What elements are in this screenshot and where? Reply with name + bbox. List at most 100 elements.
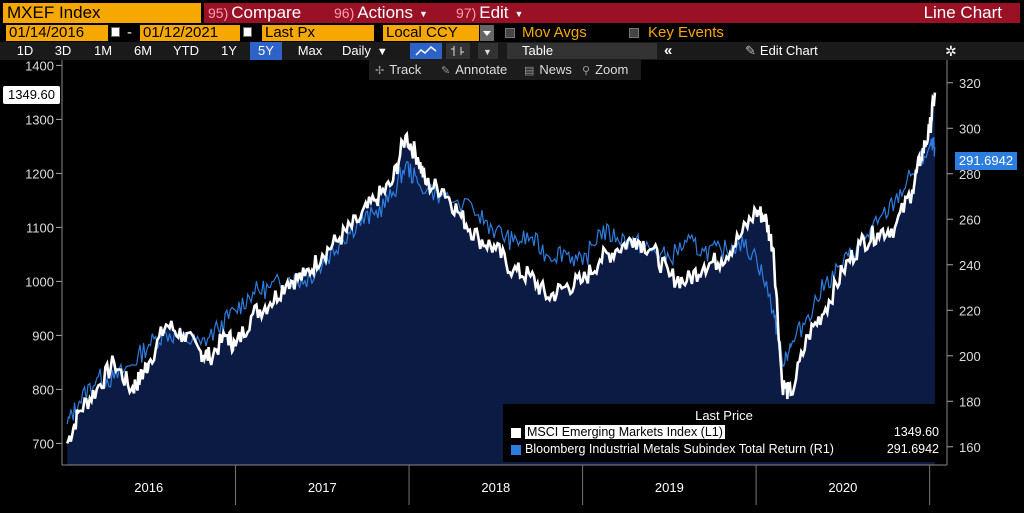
chart-tools-bar: ✢ Track ✎ Annotate ▤ News ⚲ Zoom [369,60,641,80]
ticker-field[interactable]: MXEF Index [3,3,201,23]
edit-chart-button[interactable]: ✎ Edit Chart [745,42,818,60]
search-icon: ⚲ [582,65,591,77]
legend-title: Last Price [695,408,753,423]
legend-row-msci[interactable]: MSCI Emerging Markets Index (L1) [511,425,725,439]
table-label: Table [522,43,554,58]
legend-swatch-blue [511,444,521,455]
legend-swatch-white [511,427,521,438]
annotate-button[interactable]: ✎ Annotate [441,60,507,80]
track-label: Track [389,62,422,77]
range-1y[interactable]: 1Y [221,43,237,58]
legend-row-metals[interactable]: Bloomberg Industrial Metals Subindex Tot… [511,442,834,456]
left-axis-tick-label: 1200 [25,166,54,181]
area-fill [67,92,935,465]
pencil-icon: ✎ [745,43,756,58]
range-6m[interactable]: 6M [133,43,153,58]
right-axis-tick-label: 160 [959,440,981,455]
collapse-icon[interactable]: « [664,42,673,59]
right-axis-tick-label: 240 [959,258,981,273]
key-events-label[interactable]: Key Events [648,24,724,41]
compare-button[interactable]: 95) Compare [208,3,301,23]
gear-icon[interactable]: ✲ [945,43,957,59]
legend-label-msci: MSCI Emerging Markets Index (L1) [525,425,725,439]
last-price-left-tag: 1349.60 [3,86,60,104]
range-ytd[interactable]: YTD [173,43,199,58]
range-max[interactable]: Max [297,43,323,58]
key-events-checkbox[interactable] [629,28,639,38]
date-separator: - [127,24,132,41]
left-axis-tick-label: 1000 [25,274,54,289]
range-1m[interactable]: 1M [93,43,113,58]
zoom-button[interactable]: ⚲ Zoom [582,60,628,80]
last-price-right-tag: 291.6942 [955,152,1017,170]
calendar-icon[interactable] [111,27,120,37]
edit-label: Edit [479,3,509,22]
left-axis-tick-label: 700 [32,436,54,451]
start-date-input[interactable]: 01/14/2016 [6,25,108,41]
zoom-label: Zoom [595,62,629,77]
annotate-label: Annotate [455,62,508,77]
periodicity-select[interactable]: Daily ▼ [342,42,388,60]
header-bar: MXEF Index 95) Compare 96) Actions ▼ 97) Edi… [0,0,1024,24]
currency-dropdown-icon[interactable] [480,25,494,41]
edit-chart-label: Edit Chart [759,43,818,58]
range-1d[interactable]: 1D [16,43,34,58]
legend-value-msci: 1349.60 [893,425,939,439]
chevron-down-icon: ▼ [483,46,492,57]
mov-avgs-label[interactable]: Mov Avgs [522,24,587,41]
chevron-down-icon: ▼ [418,8,428,19]
edit-button[interactable]: 97) Edit ▼ [456,3,523,23]
x-axis-tick-label: 2016 [134,480,163,495]
range-toolbar: 1D 3D 1M 6M YTD 1Y 5Y Max Daily ▼ ▼ Table… [0,42,1024,60]
edit-num: 97) [456,5,477,21]
function-bar: 95) Compare 96) Actions ▼ 97) Edit ▼ Line Cha… [204,3,1020,23]
more-options-button[interactable]: ▼ [478,43,498,59]
actions-button[interactable]: 96) Actions ▼ [334,3,428,23]
right-axis-tick-label: 280 [959,167,981,182]
field-select[interactable]: Last Px [262,25,374,41]
news-icon: ▤ [524,65,535,77]
mov-avgs-checkbox[interactable] [505,28,515,38]
left-axis-tick-label: 1400 [25,60,54,73]
left-axis-tick-label: 1100 [26,220,54,235]
right-axis-tick-label: 220 [959,303,981,318]
right-axis-tick-label: 320 [959,76,981,91]
table-button[interactable]: Table [507,43,657,59]
ohlc-bar-icon [451,46,464,56]
chart-area[interactable]: 700 800 900 1000 1100 1200 1300 1400 160 180 200 22… [0,60,1024,513]
bar-chart-type-button[interactable] [446,43,470,59]
range-3d[interactable]: 3D [54,43,72,58]
left-axis-tick-label: 1300 [25,112,54,127]
right-axis-tick-label: 260 [959,212,981,227]
series-line-msci [65,92,937,444]
crosshair-icon: ✢ [375,65,385,77]
x-axis-tick-label: 2018 [481,480,510,495]
calendar-icon[interactable] [243,27,252,37]
pencil-icon: ✎ [441,65,451,77]
legend-label-metals: Bloomberg Industrial Metals Subindex Tot… [525,442,834,456]
legend-value-metals: 291.6942 [886,442,939,456]
triangle-down-icon: ▼ [376,45,388,58]
chevron-down-icon: ▼ [514,8,524,19]
line-chart-type-button[interactable] [410,43,442,59]
compare-num: 95) [208,5,229,21]
actions-num: 96) [334,5,355,21]
compare-label: Compare [231,3,302,22]
x-axis-tick-label: 2019 [655,480,684,495]
right-axis-tick-label: 200 [959,349,981,364]
news-button[interactable]: ▤ News [524,60,572,80]
series-lines [65,92,937,444]
actions-label: Actions [357,3,413,22]
line-chart-icon [415,45,437,56]
currency-select[interactable]: Local CCY [383,25,479,41]
track-button[interactable]: ✢ Track [375,60,421,80]
end-date-input[interactable]: 01/12/2021 [140,25,240,41]
left-axis-tick-label: 900 [32,328,54,343]
news-label: News [539,62,572,77]
left-axis-tick-label: 800 [32,382,54,397]
chart-legend: Last Price MSCI Emerging Markets Index (… [503,404,945,462]
series-line-metals [66,136,936,425]
right-axis-tick-label: 300 [959,121,981,136]
chart-type-title: Line Chart [923,3,1002,22]
range-5y[interactable]: 5Y [250,42,282,60]
